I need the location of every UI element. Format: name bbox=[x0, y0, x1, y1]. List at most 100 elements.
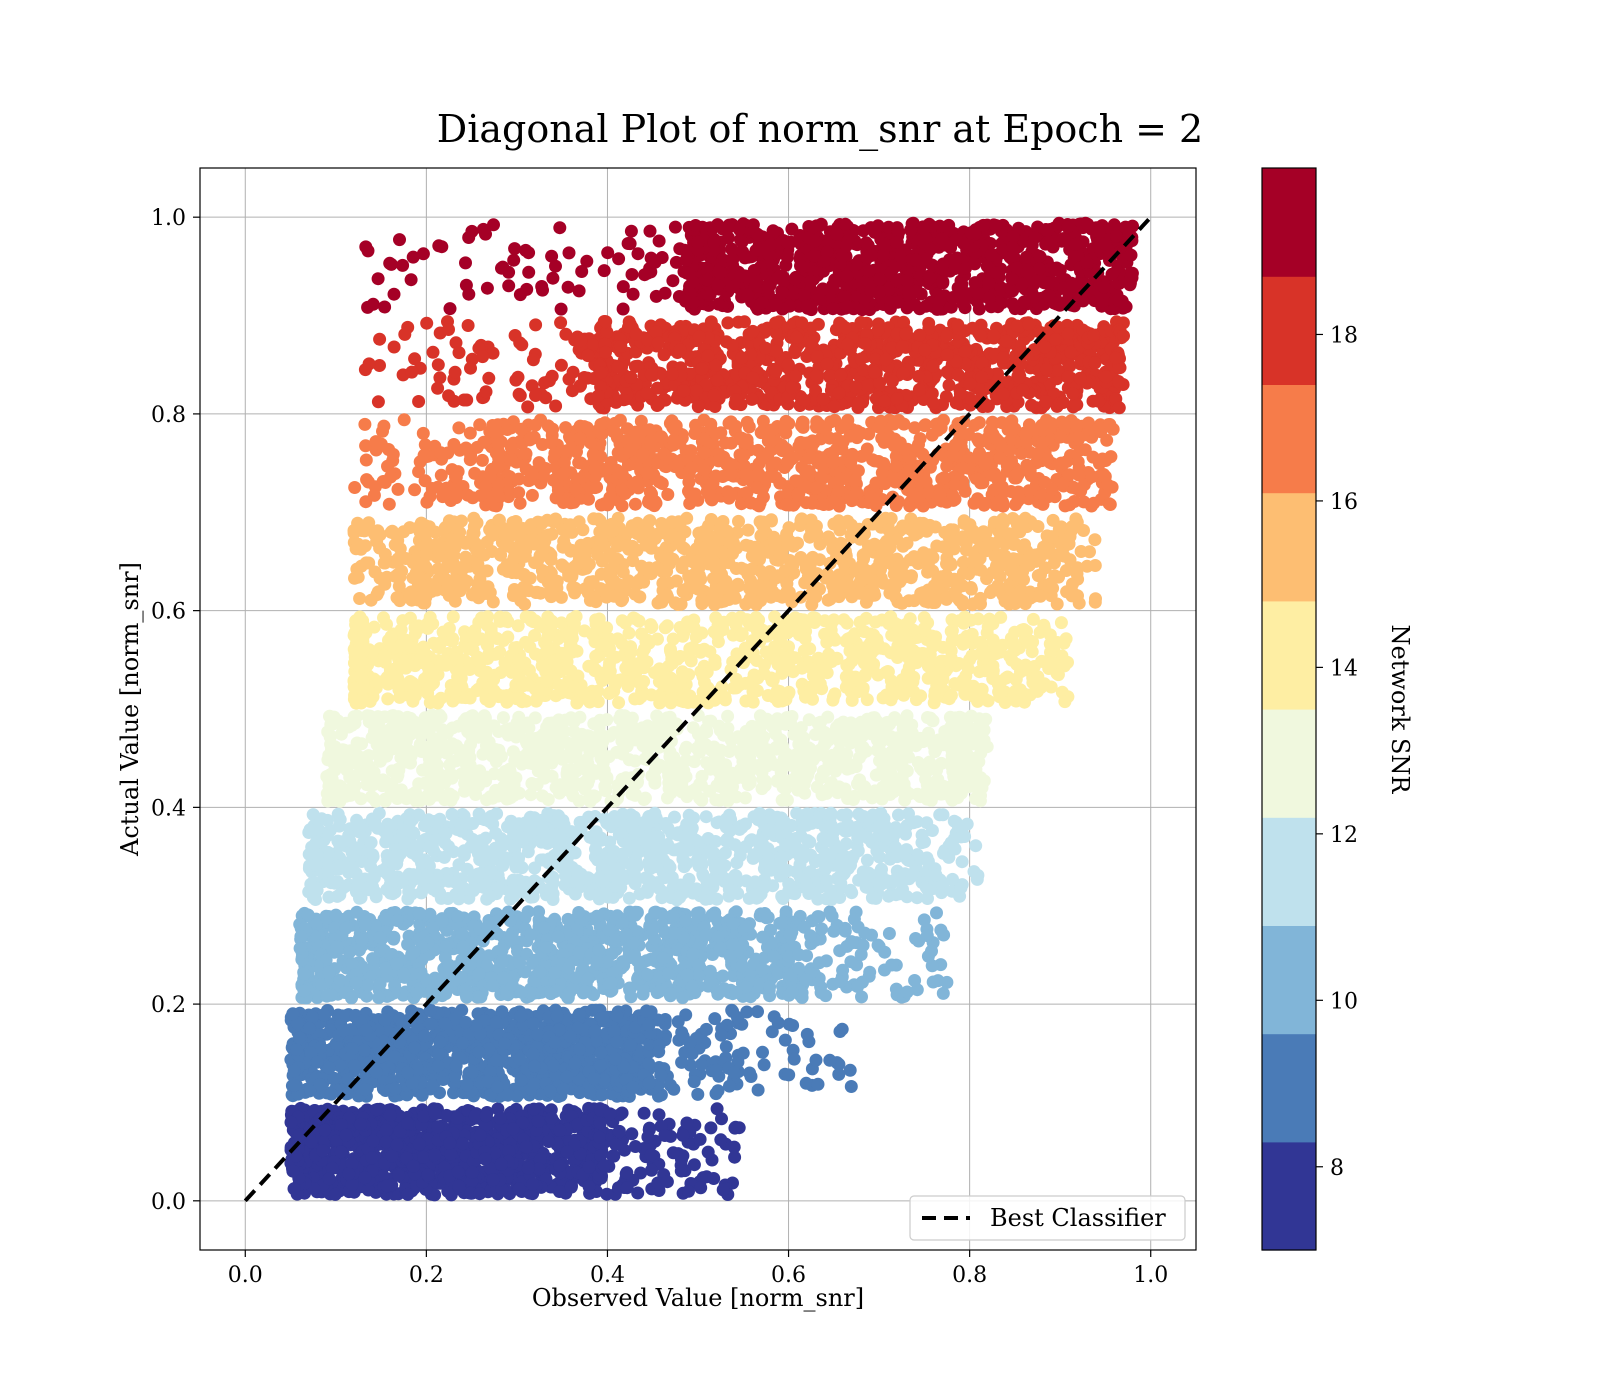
scatter-point bbox=[345, 991, 358, 1005]
scatter-point bbox=[401, 1187, 415, 1201]
scatter-point bbox=[603, 1107, 617, 1121]
scatter-point bbox=[589, 842, 602, 856]
scatter-point bbox=[690, 906, 704, 920]
scatter-point bbox=[858, 926, 872, 940]
scatter-point bbox=[594, 1046, 608, 1060]
scatter-point bbox=[687, 811, 700, 825]
scatter-point bbox=[561, 912, 575, 926]
scatter-point bbox=[424, 1017, 438, 1031]
scatter-point bbox=[691, 1087, 705, 1101]
scatter-point bbox=[714, 1133, 728, 1147]
scatter-point bbox=[704, 1121, 718, 1135]
scatter-point bbox=[762, 852, 775, 865]
scatter-point bbox=[543, 1084, 557, 1098]
scatter-point bbox=[687, 1075, 701, 1089]
scatter-point bbox=[297, 984, 311, 998]
scatter-point bbox=[496, 859, 510, 872]
scatter-point bbox=[339, 921, 353, 935]
scatter-point bbox=[811, 1077, 825, 1091]
scatter-point bbox=[860, 853, 874, 867]
scatter-point bbox=[354, 1117, 368, 1131]
scatter-point bbox=[756, 1045, 769, 1059]
scatter-point bbox=[309, 836, 323, 850]
scatter-point bbox=[568, 1057, 582, 1070]
scatter-point bbox=[310, 1055, 324, 1069]
scatter-point bbox=[692, 958, 706, 972]
scatter-point bbox=[709, 873, 723, 887]
scatter-point bbox=[823, 905, 837, 919]
scatter-point bbox=[328, 1187, 342, 1201]
scatter-point bbox=[498, 1037, 512, 1050]
scatter-point bbox=[811, 910, 825, 924]
scatter-point bbox=[787, 1052, 801, 1066]
scatter-point bbox=[623, 857, 637, 871]
scatter-point bbox=[290, 1043, 304, 1056]
scatter-point bbox=[355, 855, 369, 868]
scatter-point bbox=[417, 1150, 430, 1164]
scatter-point bbox=[428, 1107, 442, 1120]
scatter-point bbox=[518, 816, 532, 830]
scatter-point bbox=[343, 945, 356, 959]
scatter-point bbox=[417, 1110, 431, 1123]
scatter-point bbox=[413, 906, 427, 920]
scatter-point bbox=[484, 809, 498, 823]
scatter-point bbox=[460, 1078, 474, 1092]
scatter-point bbox=[900, 985, 914, 999]
scatter-point bbox=[479, 1109, 493, 1123]
scatter-point bbox=[726, 917, 740, 930]
scatter-point bbox=[494, 1157, 508, 1171]
scatter-point bbox=[322, 1172, 336, 1186]
scatter-point bbox=[286, 1007, 300, 1021]
band-3-points bbox=[302, 806, 985, 907]
scatter-point bbox=[674, 1164, 688, 1178]
scatter-point bbox=[553, 1124, 567, 1137]
scatter-points bbox=[284, 216, 1139, 1202]
scatter-point bbox=[695, 1057, 709, 1071]
scatter-point bbox=[624, 990, 638, 1004]
scatter-point bbox=[642, 1057, 656, 1070]
scatter-point bbox=[372, 991, 386, 1005]
scatter-point bbox=[809, 1053, 823, 1067]
scatter-point bbox=[685, 1047, 699, 1061]
scatter-point bbox=[572, 946, 586, 960]
scatter-point bbox=[632, 845, 645, 859]
scatter-point bbox=[304, 877, 318, 891]
scatter-point bbox=[318, 1123, 332, 1137]
scatter-point bbox=[611, 875, 625, 888]
scatter-point bbox=[949, 815, 963, 829]
scatter-point bbox=[478, 1152, 492, 1166]
scatter-point bbox=[562, 961, 576, 975]
scatter-point bbox=[469, 839, 482, 853]
scatter-point bbox=[936, 808, 950, 822]
scatter-point bbox=[355, 933, 369, 947]
scatter-point bbox=[716, 1183, 730, 1197]
scatter-point bbox=[339, 1128, 353, 1142]
scatter-point bbox=[551, 930, 565, 944]
scatter-point bbox=[947, 832, 961, 846]
scatter-point bbox=[506, 1122, 520, 1136]
scatter-point bbox=[792, 961, 806, 975]
scatter-point bbox=[473, 1187, 487, 1201]
scatter-point bbox=[345, 1177, 359, 1191]
scatter-point bbox=[789, 865, 803, 879]
scatter-point bbox=[334, 1145, 348, 1159]
scatter-point bbox=[640, 831, 654, 845]
scatter-point bbox=[937, 846, 950, 860]
scatter-point bbox=[438, 1017, 452, 1031]
scatter-point bbox=[824, 806, 838, 820]
scatter-point bbox=[688, 884, 702, 898]
scatter-point bbox=[694, 1181, 708, 1195]
scatter-point bbox=[364, 836, 378, 850]
scatter-point bbox=[595, 873, 609, 887]
scatter-point bbox=[502, 1144, 516, 1158]
scatter-point bbox=[608, 1052, 622, 1066]
scatter-point bbox=[324, 1087, 338, 1101]
scatter-point bbox=[707, 1172, 721, 1185]
scatter-point bbox=[594, 1059, 608, 1073]
scatter-point bbox=[646, 922, 660, 936]
scatter-point bbox=[456, 1137, 470, 1151]
scatter-point bbox=[709, 1064, 723, 1078]
scatter-point bbox=[331, 807, 345, 821]
scatter-point bbox=[851, 980, 865, 993]
scatter-point bbox=[665, 872, 679, 886]
